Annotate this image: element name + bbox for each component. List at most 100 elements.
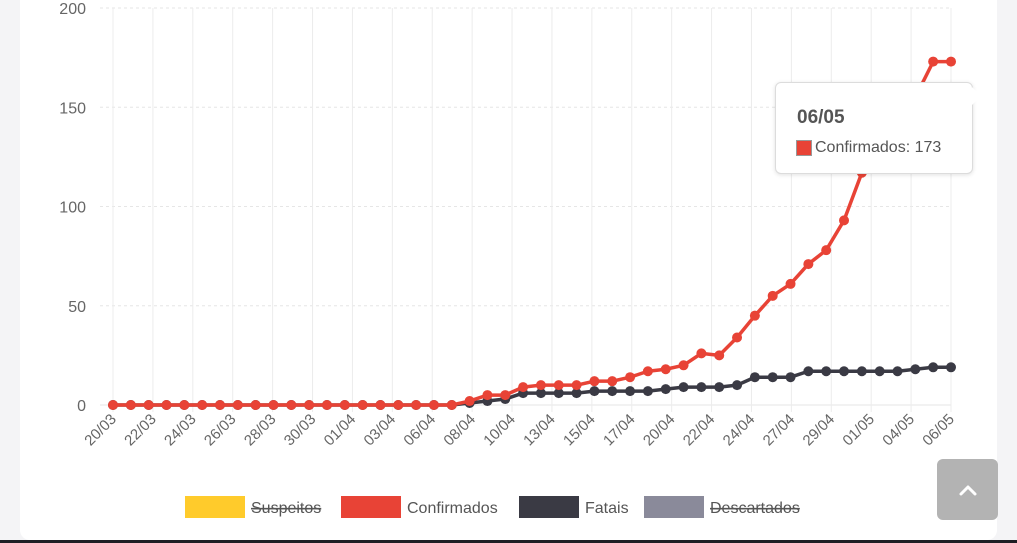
x-tick-label: 04/05: [879, 411, 918, 450]
data-point-confirmados: [161, 400, 172, 410]
x-tick-label: 24/04: [720, 411, 759, 450]
data-point-confirmados: [625, 372, 636, 383]
data-point-confirmados: [428, 400, 439, 410]
data-point-confirmados: [179, 400, 190, 410]
data-point-confirmados: [500, 390, 511, 401]
tooltip-swatch: [796, 140, 812, 156]
tooltip-title: 06/05: [797, 107, 845, 128]
y-tick-label: 0: [77, 398, 86, 415]
x-tick-label: 22/04: [680, 411, 719, 450]
scroll-to-top-button[interactable]: [937, 459, 998, 520]
legend-label: Fatais: [585, 500, 629, 517]
data-point-fatais: [732, 380, 743, 391]
legend-item-descartados[interactable]: Descartados: [644, 496, 800, 518]
y-tick-label: 150: [59, 100, 86, 117]
data-point-confirmados: [767, 290, 778, 301]
data-point-fatais: [696, 382, 707, 393]
x-tick-label: 28/03: [241, 411, 280, 450]
legend-item-fatais[interactable]: Fatais: [519, 496, 629, 518]
data-point-confirmados: [642, 366, 653, 377]
data-point-confirmados: [393, 400, 404, 410]
data-point-fatais: [749, 372, 760, 383]
y-tick-label: 100: [59, 200, 86, 217]
x-tick-label: 01/04: [321, 411, 360, 450]
data-point-fatais: [607, 386, 618, 397]
x-tick-label: 10/04: [480, 411, 519, 450]
x-tick-label: 26/03: [201, 411, 240, 450]
chevron-up-icon: [959, 485, 976, 495]
y-tick-label: 50: [68, 299, 86, 316]
x-tick-label: 29/04: [800, 411, 839, 450]
y-axis-ticks: 0 50 100 150 200: [59, 1, 86, 415]
data-point-fatais: [589, 386, 600, 397]
data-point-fatais: [892, 366, 903, 377]
data-point-confirmados: [571, 380, 582, 391]
x-tick-label: 06/04: [400, 411, 439, 450]
data-point-confirmados: [607, 376, 618, 387]
data-point-confirmados: [839, 215, 850, 226]
x-tick-label: 24/03: [161, 411, 200, 450]
x-tick-label: 15/04: [560, 411, 599, 450]
data-point-confirmados: [660, 364, 671, 375]
data-point-confirmados: [321, 400, 332, 410]
data-point-confirmados: [108, 400, 118, 410]
data-point-fatais: [803, 366, 814, 377]
x-tick-label: 22/03: [121, 411, 160, 450]
legend-label: Suspeitos: [251, 500, 321, 517]
legend-label: Confirmados: [407, 500, 498, 517]
legend-swatch: [185, 496, 245, 518]
data-point-confirmados: [125, 400, 136, 410]
x-tick-label: 03/04: [361, 411, 400, 450]
legend-swatch: [519, 496, 579, 518]
data-point-fatais: [714, 382, 725, 393]
data-point-confirmados: [411, 400, 422, 410]
data-point-confirmados: [250, 400, 261, 410]
legend-label: Descartados: [710, 500, 800, 517]
grid: [100, 7, 952, 412]
data-point-fatais: [946, 362, 956, 373]
x-tick-label: 20/04: [640, 411, 679, 450]
legend-item-confirmados[interactable]: Confirmados: [341, 496, 498, 518]
data-point-confirmados: [518, 382, 529, 393]
x-tick-label: 08/04: [440, 411, 479, 450]
data-point-confirmados: [232, 400, 243, 410]
data-point-confirmados: [696, 348, 707, 359]
x-tick-label: 13/04: [520, 411, 559, 450]
data-point-fatais: [625, 386, 636, 397]
data-point-confirmados: [268, 400, 279, 410]
data-point-fatais: [785, 372, 796, 383]
data-point-fatais: [553, 388, 564, 399]
data-point-confirmados: [446, 400, 457, 410]
data-point-confirmados: [482, 390, 493, 401]
data-point-fatais: [642, 386, 653, 397]
data-point-fatais: [678, 382, 689, 393]
data-point-fatais: [571, 388, 582, 399]
data-point-confirmados: [928, 56, 939, 67]
data-point-confirmados: [785, 278, 796, 289]
x-tick-label: 06/05: [919, 411, 958, 450]
tooltip-label: Confirmados: 173: [815, 139, 942, 156]
legend-item-suspeitos[interactable]: Suspeitos: [185, 496, 321, 518]
data-point-confirmados: [535, 380, 546, 391]
data-point-confirmados: [714, 350, 725, 361]
data-point-confirmados: [339, 400, 350, 410]
x-tick-label: 27/04: [760, 411, 799, 450]
data-point-fatais: [821, 366, 832, 377]
x-tick-label: 01/05: [839, 411, 878, 450]
data-point-confirmados: [375, 400, 386, 410]
data-point-confirmados: [197, 400, 208, 410]
data-point-fatais: [535, 388, 546, 399]
data-point-confirmados: [749, 310, 760, 321]
data-point-confirmados: [304, 400, 315, 410]
data-point-fatais: [874, 366, 885, 377]
chart-tooltip: 06/05 Confirmados: 173: [775, 82, 981, 174]
data-point-confirmados: [589, 376, 600, 387]
data-point-fatais: [660, 384, 671, 395]
data-point-confirmados: [803, 259, 814, 270]
tooltip-row: Confirmados: 173: [796, 139, 941, 157]
data-point-fatais: [928, 362, 939, 373]
bottom-divider: [0, 540, 1017, 543]
y-tick-label: 200: [59, 1, 86, 18]
data-point-fatais: [767, 372, 778, 383]
data-point-confirmados: [946, 56, 956, 67]
